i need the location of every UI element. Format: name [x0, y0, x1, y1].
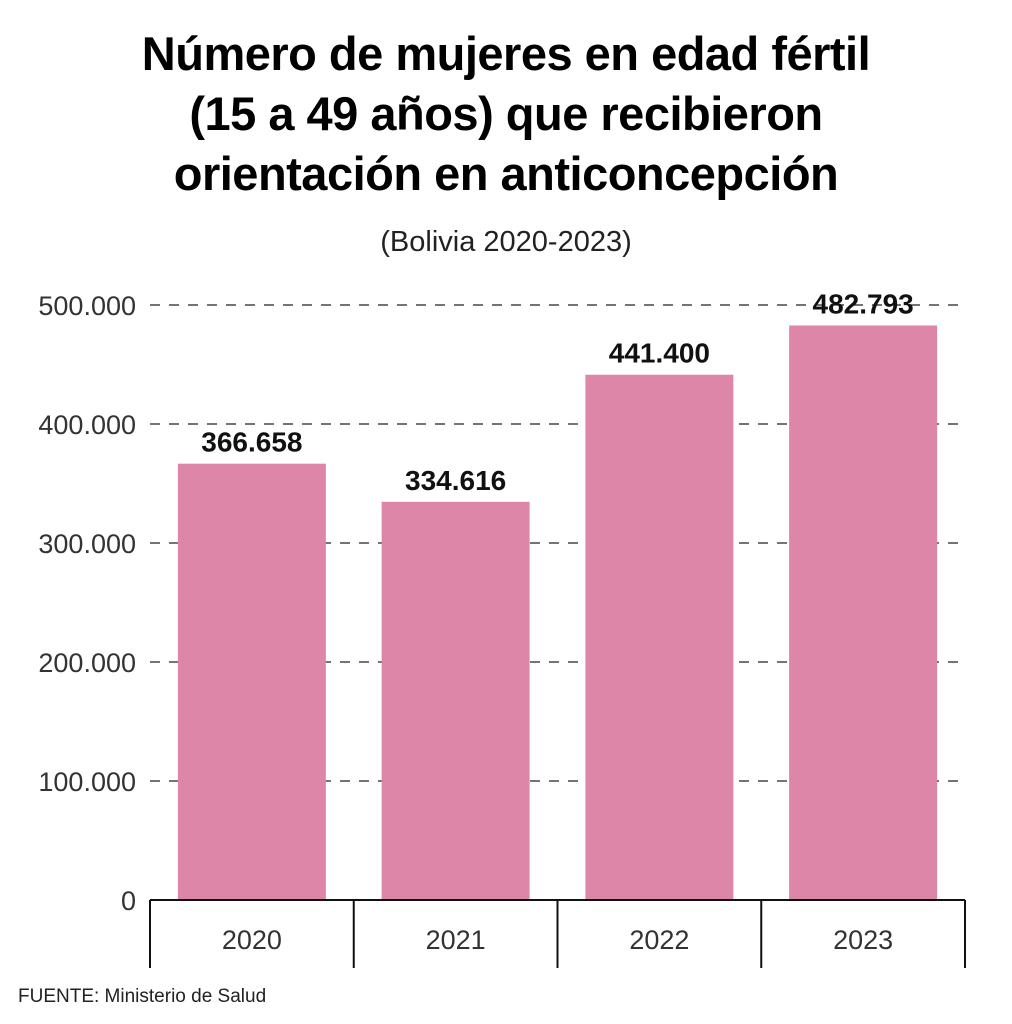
chart-title: Número de mujeres en edad fértil (15 a 4… — [0, 24, 1012, 204]
x-tick-label: 2022 — [629, 925, 689, 955]
y-tick-label: 0 — [121, 886, 136, 916]
bar-2023 — [789, 325, 938, 900]
source-note: FUENTE: Ministerio de Salud — [18, 986, 267, 1007]
bar-2022 — [585, 374, 734, 900]
x-tick-label: 2020 — [222, 925, 282, 955]
y-tick-label: 100.000 — [38, 767, 136, 797]
bars — [177, 325, 938, 900]
x-tick-label: 2021 — [426, 925, 486, 955]
bar-value-label: 441.400 — [609, 338, 710, 369]
y-tick-label: 500.000 — [38, 291, 136, 321]
bar-value-labels: 366.658 334.616 441.400 482.793 — [201, 288, 913, 495]
x-axis — [149, 899, 966, 968]
x-tick-label: 2023 — [833, 925, 893, 955]
bar-value-label: 482.793 — [813, 288, 914, 319]
bar-value-label: 334.616 — [405, 465, 506, 496]
chart-title-line-2: (15 a 49 años) que recibieron — [189, 87, 823, 140]
y-tick-label: 300.000 — [38, 529, 136, 559]
y-axis-tick-labels: 0 100.000 200.000 300.000 400.000 500.000 — [38, 291, 136, 916]
y-tick-label: 200.000 — [38, 648, 136, 678]
x-axis-tick-labels: 2020 2021 2022 2023 — [222, 925, 893, 955]
bar-2021 — [381, 501, 530, 900]
chart-title-line-1: Número de mujeres en edad fértil — [141, 27, 871, 80]
chart-subtitle: (Bolivia 2020-2023) — [380, 226, 632, 258]
bar-value-label: 366.658 — [201, 427, 302, 458]
bar-2020 — [177, 463, 326, 900]
y-tick-label: 400.000 — [38, 410, 136, 440]
chart-title-line-3: orientación en anticoncepción — [173, 147, 839, 200]
